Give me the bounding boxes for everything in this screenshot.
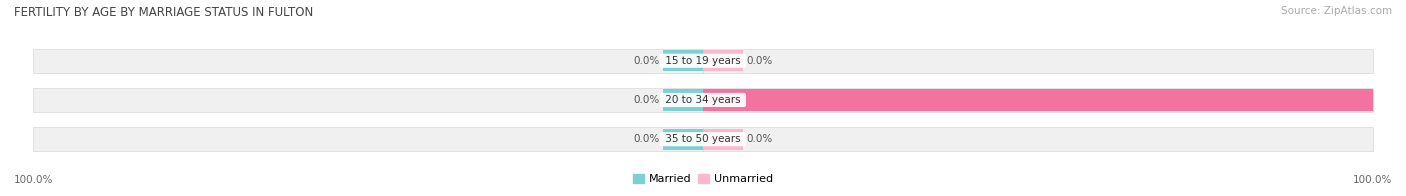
Bar: [703, 89, 1372, 111]
Text: 0.0%: 0.0%: [633, 134, 659, 144]
Text: 0.0%: 0.0%: [747, 134, 773, 144]
Bar: [703, 88, 1372, 112]
Bar: [34, 127, 703, 151]
Bar: [703, 129, 744, 150]
Bar: [34, 88, 703, 112]
Text: 20 to 34 years: 20 to 34 years: [662, 95, 744, 105]
Legend: Married, Unmarried: Married, Unmarried: [628, 169, 778, 189]
Text: 100.0%: 100.0%: [1353, 175, 1392, 185]
Bar: [703, 49, 1372, 73]
Text: Source: ZipAtlas.com: Source: ZipAtlas.com: [1281, 6, 1392, 16]
Text: 0.0%: 0.0%: [633, 56, 659, 66]
Text: 0.0%: 0.0%: [633, 95, 659, 105]
Bar: [662, 50, 703, 71]
Bar: [703, 127, 1372, 151]
Text: FERTILITY BY AGE BY MARRIAGE STATUS IN FULTON: FERTILITY BY AGE BY MARRIAGE STATUS IN F…: [14, 6, 314, 19]
Text: 15 to 19 years: 15 to 19 years: [662, 56, 744, 66]
Text: 35 to 50 years: 35 to 50 years: [662, 134, 744, 144]
Bar: [34, 49, 703, 73]
Text: 0.0%: 0.0%: [747, 56, 773, 66]
Text: 100.0%: 100.0%: [14, 175, 53, 185]
Bar: [703, 50, 744, 71]
Bar: [662, 89, 703, 111]
Bar: [662, 129, 703, 150]
Text: 100.0%: 100.0%: [1376, 95, 1406, 105]
